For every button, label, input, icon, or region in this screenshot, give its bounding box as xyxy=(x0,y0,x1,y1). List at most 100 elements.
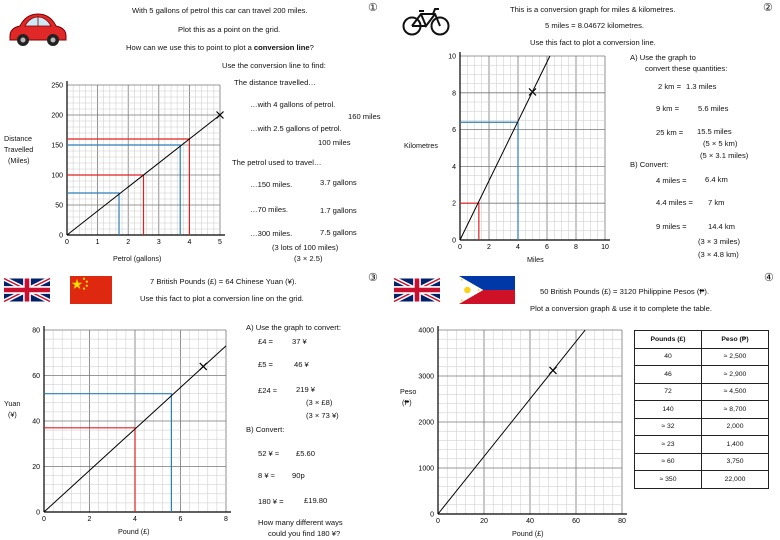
q1-number: ① xyxy=(368,2,378,14)
q3-answer-e2: 46 ¥ xyxy=(294,360,309,369)
table-row: 46 ≈ 2,900 xyxy=(634,365,769,384)
q4-title-2: Plot a conversion graph & use it to comp… xyxy=(530,304,712,313)
x-tick-label: 1 xyxy=(96,239,100,246)
conversion-line xyxy=(437,329,586,515)
q3-question-f1: 52 ¥ ≈ xyxy=(258,449,280,458)
guide-line-blue xyxy=(67,144,181,235)
q3-part-b: B) Convert: xyxy=(246,425,285,434)
q1-title-3b: conversion line xyxy=(253,43,310,52)
x-tick-label: 6 xyxy=(179,516,183,523)
x-tick-label: 0 xyxy=(65,239,69,246)
guide-line-blue xyxy=(67,192,120,235)
x-tick-label: 2 xyxy=(88,516,92,523)
table-cell: ≈ 60 xyxy=(634,452,702,471)
table-cell: ≈ 2,900 xyxy=(701,365,769,384)
y-tick-label: 0 xyxy=(452,238,456,245)
table-cell: ≈ 350 xyxy=(634,470,702,489)
q1-xlabel: Petrol (gallons) xyxy=(113,254,162,263)
philippines-flag-icon xyxy=(459,276,515,304)
q3-title-2: Use this fact to plot a conversion line … xyxy=(140,294,304,303)
q3-question-e3: £24 ≈ xyxy=(258,386,277,395)
table-row: ≈ 60 3,750 xyxy=(634,452,769,471)
y-tick-label: 250 xyxy=(51,83,63,90)
plotted-point xyxy=(528,88,537,96)
x-tick-label: 0 xyxy=(42,516,46,523)
y-tick-label: 2 xyxy=(452,201,456,208)
table-cell: 3,750 xyxy=(701,452,769,471)
q3-part-a: A) Use the graph to convert: xyxy=(246,323,341,332)
q1-title-2: Plot this as a point on the grid. xyxy=(178,25,281,34)
q2-part-a-2: convert these quantities: xyxy=(645,64,728,73)
q2-part-b: B) Convert: xyxy=(630,160,669,169)
x-tick-label: 4 xyxy=(516,244,520,251)
y-tick-label: 1000 xyxy=(418,466,434,473)
china-flag-icon xyxy=(70,276,112,304)
q2-xlabel: Miles xyxy=(527,255,544,264)
q3-title-1: 7 British Pounds (£) = 64 Chinese Yuan (… xyxy=(150,277,297,286)
q2-answer-c2: 5.6 miles xyxy=(698,104,729,113)
q3-question-ways-1: How many different ways xyxy=(258,518,343,527)
q1-ylabel-2: Travelled xyxy=(4,145,34,154)
q2-chart: 0 2 4 6 8 10 0 2 4 6 8 10 xyxy=(448,52,610,251)
q3-ylabel-1: Yuan xyxy=(4,399,21,408)
q4-chart: 0 20 40 60 80 0 1000 2000 3000 4000 xyxy=(418,326,627,525)
y-tick-label: 0 xyxy=(430,512,434,519)
q3-number: ③ xyxy=(368,272,378,284)
q2-question-d1: 4 miles = xyxy=(656,176,687,185)
plotted-point xyxy=(199,362,208,371)
x-tick-label: 60 xyxy=(572,518,580,525)
x-tick-label: 40 xyxy=(526,518,534,525)
q1-question-b2: …70 miles. xyxy=(250,205,288,214)
q1-use-line: Use the conversion line to find: xyxy=(222,61,326,70)
q2-ylabel: Kilometres xyxy=(404,141,438,150)
q2-answer-d3: 14.4 km xyxy=(708,222,736,231)
q3-answer-e1: 37 ¥ xyxy=(292,337,307,346)
table-row: 72 ≈ 4,500 xyxy=(634,382,769,401)
q4-xlabel: Pound (£) xyxy=(512,529,544,538)
y-tick-label: 80 xyxy=(32,328,40,335)
x-tick-label: 2 xyxy=(126,239,130,246)
q4-ylabel-2: (₱) xyxy=(402,398,412,407)
y-tick-label: 3000 xyxy=(418,374,434,381)
table-cell: ≈ 2,500 xyxy=(701,347,769,366)
guide-line-red xyxy=(44,427,136,512)
y-tick-label: 20 xyxy=(32,464,40,471)
q2-question-c3: 25 km = xyxy=(656,128,684,137)
table-cell: ≈ 8,700 xyxy=(701,400,769,419)
table-header-row: Pounds (£) Peso (₱) xyxy=(634,330,769,349)
q2-title-3: Use this fact to plot a conversion line. xyxy=(530,38,656,47)
table-row: 40 ≈ 2,500 xyxy=(634,347,769,366)
table-cell: 2,000 xyxy=(701,417,769,436)
q1-answer-b3: 7.5 gallons xyxy=(320,228,357,237)
q2-question-c2: 9 km = xyxy=(656,104,680,113)
q3-question-f3: 180 ¥ = xyxy=(258,497,284,506)
q1-answer-a2: 100 miles xyxy=(318,138,351,147)
q1-title-3c: ? xyxy=(309,43,314,52)
y-tick-label: 50 xyxy=(55,203,63,210)
x-tick-label: 80 xyxy=(618,518,626,525)
x-tick-label: 8 xyxy=(574,244,578,251)
q2-title-1: This is a conversion graph for miles & k… xyxy=(510,5,676,14)
q1-ylabel-1: Distance xyxy=(4,134,32,143)
q2-note-c3-2: (5 × 3.1 miles) xyxy=(700,151,749,160)
table-row: ≈ 350 22,000 xyxy=(634,470,769,489)
q1-answer-b2: 1.7 gallons xyxy=(320,206,357,215)
q3-question-ways-2: could you find 180 ¥? xyxy=(268,529,341,538)
table-cell: 140 xyxy=(634,400,702,419)
q1-title-3a: How can we use this to point to plot a xyxy=(126,43,254,52)
q3-answer-e3: 219 ¥ xyxy=(296,385,316,394)
q3-xlabel: Pound (£) xyxy=(118,527,150,536)
q2-answer-c1: 1.3 miles xyxy=(686,82,717,91)
q1-title-1: With 5 gallons of petrol this car can tr… xyxy=(132,6,308,15)
q2-note-d3-1: (3 × 3 miles) xyxy=(698,237,740,246)
y-tick-label: 0 xyxy=(36,510,40,517)
x-tick-label: 20 xyxy=(480,518,488,525)
q2-note-d3-2: (3 × 4.8 km) xyxy=(698,250,739,259)
q1-answer-b1: 3.7 gallons xyxy=(320,178,357,187)
x-tick-label: 8 xyxy=(224,516,228,523)
q1-title-3: How can we use this to point to plot a c… xyxy=(126,43,314,52)
q3-ylabel-2: (¥) xyxy=(8,410,17,419)
q1-question-a1: …with 4 gallons of petrol. xyxy=(250,100,336,109)
uk-flag-icon xyxy=(2,276,52,304)
